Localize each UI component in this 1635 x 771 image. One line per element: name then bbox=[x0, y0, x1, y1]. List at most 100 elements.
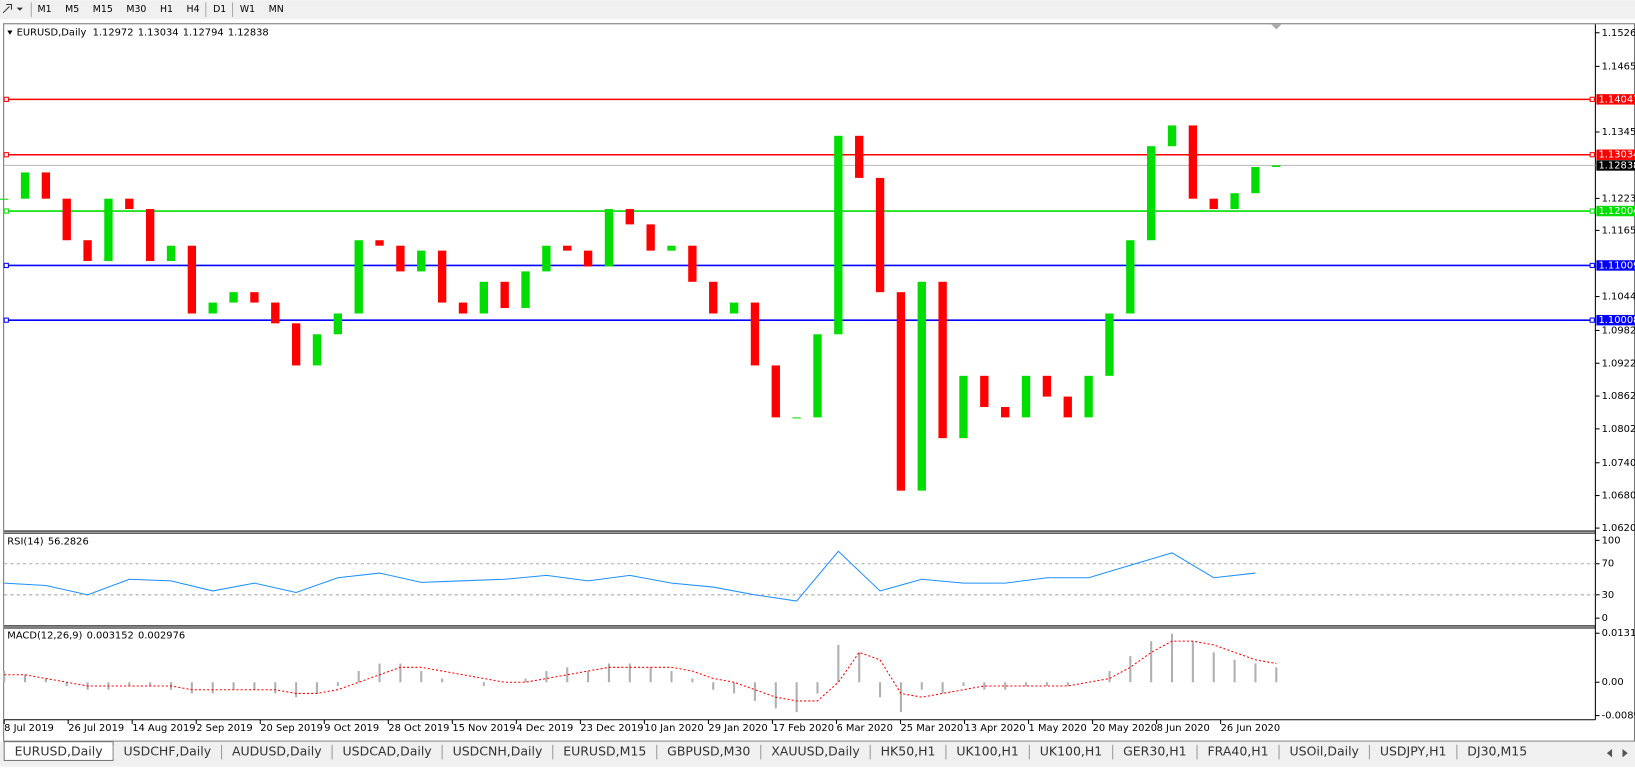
level-handle[interactable] bbox=[3, 262, 9, 269]
candle-body bbox=[145, 209, 155, 262]
date-label: 20 May 2020 bbox=[1093, 723, 1158, 734]
level-handle[interactable] bbox=[1589, 317, 1595, 323]
toolbar bbox=[0, 0, 1635, 20]
level-handle[interactable] bbox=[3, 317, 9, 323]
toolbar-icon[interactable] bbox=[2, 3, 12, 14]
candle-body bbox=[1167, 125, 1177, 147]
rsi-tick-label: 0 bbox=[1602, 613, 1608, 624]
tab-label[interactable]: AUDUSD,Daily bbox=[232, 744, 322, 759]
timeframe-button[interactable]: D1 bbox=[213, 4, 226, 15]
candle-body bbox=[1001, 406, 1010, 418]
tab-label[interactable]: DJ30,M15 bbox=[1467, 744, 1527, 759]
dropdown-arrow[interactable] bbox=[16, 7, 23, 11]
date-label: 20 Sep 2019 bbox=[260, 723, 323, 734]
candle-body bbox=[125, 198, 134, 210]
date-label: 13 Apr 2020 bbox=[965, 723, 1026, 734]
candle-body bbox=[834, 135, 843, 335]
price-tick-label: 1.08620 bbox=[1602, 391, 1635, 402]
price-tick-label: 1.15265 bbox=[1602, 28, 1635, 39]
candle-body bbox=[208, 302, 217, 314]
tab-label[interactable]: UK100,H1 bbox=[1040, 744, 1103, 759]
date-label: 6 Mar 2020 bbox=[836, 723, 892, 734]
timeframe-button[interactable]: M1 bbox=[38, 4, 52, 15]
candle-body bbox=[500, 281, 509, 309]
candle-body bbox=[333, 313, 343, 335]
date-label: 28 Oct 2019 bbox=[388, 723, 449, 734]
tab-label[interactable]: GER30,H1 bbox=[1123, 744, 1187, 759]
timeframe-button[interactable]: M5 bbox=[65, 4, 79, 15]
candle-body bbox=[354, 240, 363, 314]
candle-body bbox=[312, 334, 322, 366]
open-price: 1.12972 bbox=[93, 28, 134, 39]
rsi-tick-label: 70 bbox=[1602, 559, 1615, 570]
candle-body bbox=[875, 177, 885, 293]
candle-body bbox=[417, 250, 426, 272]
timeframe-button[interactable]: H4 bbox=[187, 4, 200, 15]
level-handle[interactable] bbox=[3, 96, 9, 102]
candle-body bbox=[917, 281, 926, 491]
candle-body bbox=[709, 281, 718, 314]
tab-label[interactable]: EURUSD,M15 bbox=[563, 744, 646, 759]
tab-label[interactable]: HK50,H1 bbox=[881, 744, 936, 759]
tab-label[interactable]: EURUSD,Daily bbox=[15, 744, 104, 759]
date-label: 14 Aug 2019 bbox=[132, 723, 195, 734]
level-handle[interactable] bbox=[1589, 96, 1595, 102]
tab-scroll[interactable] bbox=[1606, 748, 1628, 758]
tab-label[interactable]: USDCNH,Daily bbox=[453, 744, 543, 759]
candle-body bbox=[1251, 166, 1260, 194]
date-label: 26 Jul 2019 bbox=[68, 723, 124, 734]
timeframe-button[interactable]: M15 bbox=[93, 4, 113, 15]
date-label: 1 May 2020 bbox=[1029, 723, 1087, 734]
candle-body bbox=[166, 245, 176, 262]
candle-body bbox=[250, 292, 259, 303]
level-label: 1.12004 bbox=[1599, 206, 1635, 217]
rsi-line bbox=[4, 550, 1256, 602]
price-tick-label: 1.06205 bbox=[1602, 523, 1635, 534]
timeframe-button[interactable]: M30 bbox=[126, 4, 146, 15]
price-tick-label: 1.08020 bbox=[1602, 424, 1635, 435]
tab-label[interactable]: XAUUSD,Daily bbox=[771, 744, 860, 759]
header-arrow bbox=[7, 30, 13, 35]
candle-body bbox=[437, 250, 447, 303]
level-label: 1.14047 bbox=[1599, 94, 1635, 105]
tab-label[interactable]: UK100,H1 bbox=[956, 744, 1019, 759]
date-label: 8 Jun 2020 bbox=[1157, 723, 1210, 734]
candle-body bbox=[1272, 165, 1281, 167]
level-handle[interactable] bbox=[1589, 262, 1595, 269]
macd-main: 0.003152 bbox=[87, 630, 134, 641]
candle-body bbox=[938, 281, 947, 439]
tab-label[interactable]: USDJPY,H1 bbox=[1380, 744, 1447, 759]
level-handle[interactable] bbox=[1589, 152, 1595, 158]
candle-body bbox=[896, 292, 906, 491]
tab-label[interactable]: GBPUSD,M30 bbox=[667, 744, 750, 759]
chart-header: EURUSD,Daily 1.12972 1.13034 1.12794 1.12838 bbox=[17, 28, 269, 39]
level-handle[interactable] bbox=[3, 208, 9, 214]
candle-body bbox=[688, 245, 697, 282]
date-label: 10 Jan 2020 bbox=[644, 723, 703, 734]
date-label: 23 Dec 2019 bbox=[580, 723, 643, 734]
timeframe-button[interactable]: MN bbox=[269, 4, 284, 15]
price-tick-label: 1.13450 bbox=[1602, 127, 1635, 138]
rsi-value: 56.2826 bbox=[48, 536, 89, 547]
candle-body bbox=[1188, 125, 1198, 199]
macd-header: MACD(12,26,9) 0.003152 0.002976 bbox=[7, 630, 185, 641]
candle-body bbox=[83, 240, 92, 262]
timeframe-button[interactable]: W1 bbox=[240, 4, 255, 15]
level-handle[interactable] bbox=[1589, 208, 1595, 214]
level-label: 1.10008 bbox=[1599, 315, 1635, 326]
tab-label[interactable]: USOil,Daily bbox=[1289, 744, 1359, 759]
candle-body bbox=[792, 417, 801, 419]
level-handle[interactable] bbox=[3, 152, 9, 158]
low-price: 1.12794 bbox=[183, 28, 224, 39]
candle-body bbox=[1209, 198, 1218, 210]
candle-body bbox=[1105, 313, 1114, 376]
timeframe-button[interactable]: H1 bbox=[160, 4, 173, 15]
macd-label: MACD(12,26,9) bbox=[7, 630, 82, 641]
tab-label[interactable]: USDCAD,Daily bbox=[342, 744, 432, 759]
date-label: 29 Jan 2020 bbox=[708, 723, 767, 734]
candle-body bbox=[729, 302, 739, 314]
candle-body bbox=[667, 245, 676, 251]
tab-label[interactable]: USDCHF,Daily bbox=[123, 744, 211, 759]
level-label-box bbox=[1596, 94, 1635, 105]
tab-label[interactable]: FRA40,H1 bbox=[1207, 744, 1268, 759]
